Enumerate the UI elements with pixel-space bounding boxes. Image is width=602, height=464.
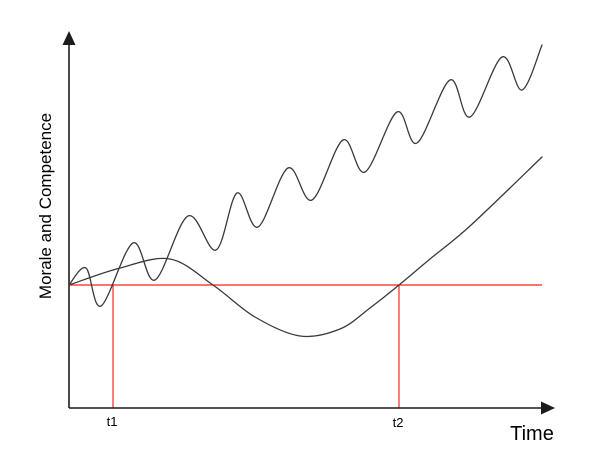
morale-oscillating-curve <box>68 44 543 307</box>
y-axis-arrow-icon <box>62 31 76 45</box>
axes <box>62 31 555 415</box>
t2-tick-label: t2 <box>393 415 404 430</box>
guide-lines <box>69 284 542 408</box>
chart-labels: t1 t2 Time Morale and Competence <box>36 113 554 445</box>
x-axis-title: Time <box>510 423 554 445</box>
t1-tick-label: t1 <box>107 414 118 429</box>
competence-smooth-curve <box>68 156 543 338</box>
curves <box>68 44 543 338</box>
x-axis-arrow-icon <box>541 401 555 415</box>
y-axis-title: Morale and Competence <box>36 113 55 299</box>
